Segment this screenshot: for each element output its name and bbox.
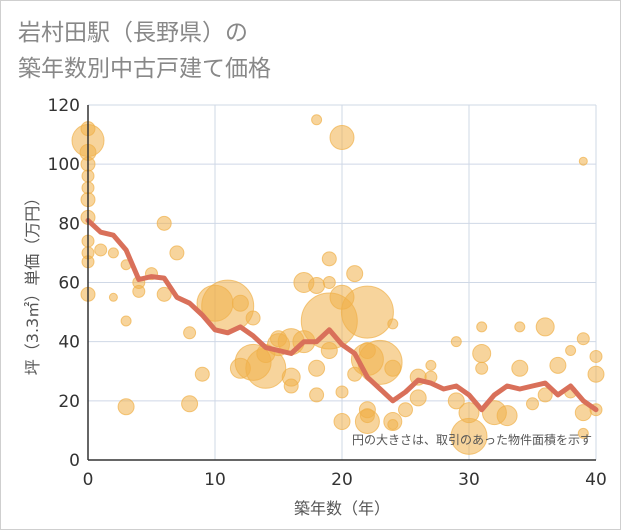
data-bubble <box>450 336 462 348</box>
data-bubble <box>308 276 326 294</box>
x-tick-label: 20 <box>331 470 353 490</box>
data-bubble <box>181 395 199 413</box>
data-bubble <box>283 378 299 394</box>
y-tick-label: 100 <box>48 155 80 175</box>
data-bubble <box>340 285 394 339</box>
data-bubble <box>359 408 375 424</box>
x-tick-label: 30 <box>458 470 480 490</box>
x-tick-label: 40 <box>585 470 607 490</box>
data-bubble <box>537 387 553 403</box>
tick-labels: 0 20 40 60 80 100 120 0 10 20 30 40 <box>48 96 607 490</box>
data-bubble <box>231 294 249 312</box>
data-bubble <box>589 349 603 363</box>
y-tick-label: 40 <box>58 333 80 353</box>
data-bubble <box>387 419 399 430</box>
data-bubble <box>587 365 605 383</box>
x-tick-label: 0 <box>83 470 94 490</box>
data-bubble <box>549 356 567 374</box>
x-tick-label: 10 <box>204 470 226 490</box>
data-bubble <box>425 359 437 371</box>
data-bubble <box>577 427 589 439</box>
data-bubble <box>458 402 480 424</box>
data-bubble <box>333 413 351 431</box>
chart-title-line-1: 岩村田駅（長野県）の <box>18 20 248 46</box>
data-bubble <box>578 156 588 166</box>
bubble-size-note: 円の大きさは、取引のあった物件面積を示す <box>352 432 592 447</box>
y-tick-label: 120 <box>48 96 80 116</box>
data-bubble <box>346 265 364 283</box>
chart-title: 岩村田駅（長野県）の 築年数別中古戸建て価格 <box>18 15 578 87</box>
data-bubble <box>309 387 325 403</box>
data-bubble <box>526 397 539 411</box>
y-tick-label: 0 <box>69 451 80 471</box>
data-bubble <box>120 315 132 327</box>
data-bubble <box>565 345 577 357</box>
data-bubble <box>194 366 210 382</box>
bubble-series <box>71 114 605 455</box>
data-bubble <box>511 359 529 377</box>
data-bubble <box>475 361 489 375</box>
data-bubble <box>398 402 413 418</box>
data-bubble <box>476 321 488 333</box>
data-bubble <box>447 392 465 410</box>
average-price-line <box>85 217 599 413</box>
data-bubble <box>472 344 492 363</box>
data-bubble <box>94 243 108 257</box>
data-bubble <box>169 245 185 261</box>
y-tick-label: 20 <box>58 392 80 412</box>
data-bubble <box>321 251 337 267</box>
y-axis-label: 坪（3.3㎡）単価（万円） <box>23 190 42 375</box>
data-bubble <box>329 125 355 151</box>
data-bubble <box>409 389 427 407</box>
data-bubble <box>311 114 323 126</box>
data-bubble <box>384 359 402 377</box>
data-bubble <box>496 405 518 427</box>
data-bubble <box>132 284 146 298</box>
data-bubble <box>308 359 326 377</box>
data-bubble <box>387 318 399 330</box>
average-line-series <box>85 217 599 413</box>
data-bubble <box>322 276 336 289</box>
chart-title-line-2: 築年数別中古戸建て価格 <box>18 56 271 82</box>
data-bubble <box>108 292 118 302</box>
data-bubble <box>117 398 135 416</box>
data-bubble <box>156 215 172 231</box>
y-tick-label: 80 <box>58 214 80 234</box>
data-bubble <box>514 321 526 333</box>
data-bubble <box>245 310 261 326</box>
data-bubble <box>576 332 590 346</box>
data-bubble <box>156 286 172 302</box>
x-axis-label: 築年数（年） <box>294 499 390 518</box>
data-bubble <box>183 326 197 340</box>
y-tick-label: 60 <box>58 274 80 294</box>
axes <box>87 105 596 461</box>
data-bubble <box>335 385 349 399</box>
data-bubble <box>535 317 555 337</box>
data-bubble <box>107 247 119 259</box>
